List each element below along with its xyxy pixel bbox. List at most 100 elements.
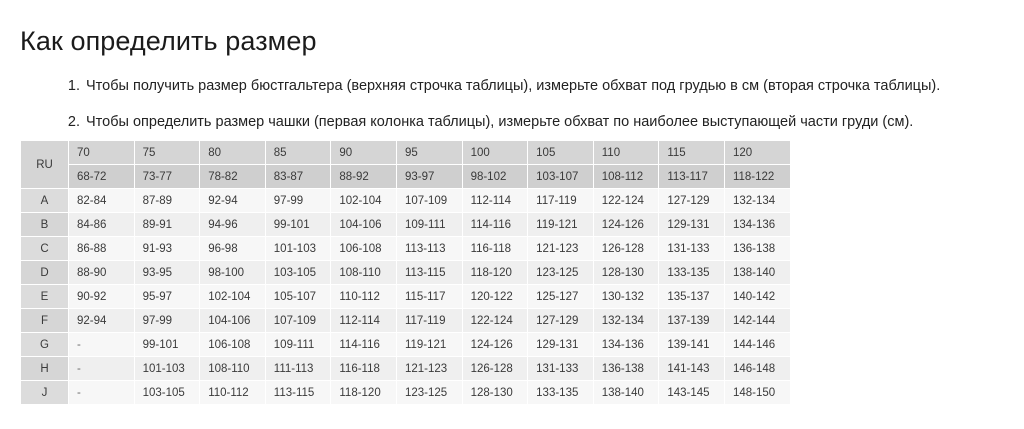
row-label-cup-size: C [20, 236, 69, 261]
table-cell-measurement: 142-144 [723, 308, 791, 333]
table-cell-measurement: 138-140 [723, 260, 791, 285]
page-title: Как определить размер [20, 26, 317, 57]
instruction-item: 2. Чтобы определить размер чашки (первая … [60, 112, 1024, 132]
table-cell-measurement: 121-123 [527, 236, 594, 261]
table-cell-measurement: 133-135 [527, 380, 594, 405]
table-cell-measurement: 94-96 [199, 212, 266, 237]
instruction-marker: 1. [67, 78, 80, 94]
header-underbust-range: 108-112 [592, 164, 660, 189]
table-cell-measurement: 93-95 [133, 260, 201, 285]
header-underbust-range: 88-92 [330, 164, 397, 189]
table-cell-measurement: 118-120 [330, 380, 397, 405]
table-cell-measurement: 114-116 [330, 332, 397, 357]
header-band-size: 85 [264, 140, 332, 165]
table-cell-measurement: 106-108 [330, 236, 397, 261]
table-cell-measurement: 92-94 [68, 308, 135, 333]
table-cell-measurement: 138-140 [592, 380, 660, 405]
table-cell-measurement: 88-90 [68, 260, 135, 285]
row-label-cup-size: G [20, 332, 69, 357]
table-row: B 84-86 89-91 94-96 99-101 104-106 109-111 114-… [20, 212, 791, 237]
instruction-item: 1. Чтобы получить размер бюстгальтера (ве… [60, 76, 1024, 96]
header-underbust-range: 98-102 [461, 164, 529, 189]
table-cell-measurement: 127-129 [658, 188, 725, 213]
table-cell-measurement: 90-92 [68, 284, 135, 309]
table-cell-measurement: 134-136 [723, 212, 791, 237]
table-cell-measurement: 98-100 [199, 260, 266, 285]
header-underbust-range: 118-122 [723, 164, 791, 189]
table-cell-measurement: 127-129 [527, 308, 594, 333]
table-cell-measurement: 104-106 [330, 212, 397, 237]
table-cell-measurement: - [68, 356, 135, 381]
table-cell-measurement: 113-113 [395, 236, 463, 261]
table-cell-measurement: 108-110 [199, 356, 266, 381]
table-cell-measurement: 117-119 [395, 308, 463, 333]
header-underbust-range: 68-72 [68, 164, 135, 189]
table-cell-measurement: 108-110 [330, 260, 397, 285]
table-cell-measurement: 117-119 [527, 188, 594, 213]
row-label-cup-size: J [20, 380, 69, 405]
table-row: J -103-105 110-112 113-115 118-120 123-125 128… [20, 380, 791, 405]
size-table: RU 70 75 80 85 90 95 100 105 110 115 120 68-72 73-7… [20, 140, 791, 405]
table-cell-measurement: 105-107 [264, 284, 332, 309]
table-cell-measurement: 124-126 [592, 212, 660, 237]
table-cell-measurement: 143-145 [658, 380, 725, 405]
table-cell-measurement: 120-122 [461, 284, 529, 309]
table-cell-measurement: 113-115 [395, 260, 463, 285]
table-cell-measurement: 96-98 [199, 236, 266, 261]
instruction-marker: 2. [67, 114, 80, 130]
table-cell-measurement: - [68, 332, 135, 357]
table-cell-measurement: 107-109 [395, 188, 463, 213]
table-cell-measurement: 136-138 [723, 236, 791, 261]
table-cell-measurement: 122-124 [461, 308, 529, 333]
table-cell-measurement: 140-142 [723, 284, 791, 309]
table-cell-measurement: 128-130 [461, 380, 529, 405]
size-table-container: RU 70 75 80 85 90 95 100 105 110 115 120 68-72 73-7… [20, 140, 791, 405]
table-cell-measurement: 115-117 [395, 284, 463, 309]
table-cell-measurement: 103-105 [264, 260, 332, 285]
header-band-size: 80 [199, 140, 266, 165]
table-cell-measurement: 126-128 [592, 236, 660, 261]
table-cell-measurement: 106-108 [199, 332, 266, 357]
table-cell-measurement: 133-135 [658, 260, 725, 285]
table-row: A 82-84 87-89 92-94 97-99 102-104 107-109 112-1… [20, 188, 791, 213]
table-cell-measurement: 110-112 [330, 284, 397, 309]
table-corner-ru-label: RU [20, 140, 69, 189]
row-label-cup-size: E [20, 284, 69, 309]
table-cell-measurement: 109-111 [395, 212, 463, 237]
header-underbust-range: 83-87 [264, 164, 332, 189]
table-cell-measurement: 97-99 [264, 188, 332, 213]
instruction-text: Чтобы получить размер бюстгальтера (верх… [86, 78, 941, 94]
table-cell-measurement: 103-105 [133, 380, 201, 405]
table-row: F 92-94 97-99 104-106 107-109 112-114 117-119 1… [20, 308, 791, 333]
table-cell-measurement: 113-115 [264, 380, 332, 405]
header-band-size: 90 [330, 140, 397, 165]
table-cell-measurement: 141-143 [658, 356, 725, 381]
header-band-size: 70 [68, 140, 135, 165]
table-cell-measurement: 125-127 [527, 284, 594, 309]
table-cell-measurement: 119-121 [395, 332, 463, 357]
table-cell-measurement: 122-124 [592, 188, 660, 213]
header-underbust-range: 113-117 [658, 164, 725, 189]
header-row-band-sizes: RU 70 75 80 85 90 95 100 105 110 115 120 [20, 140, 791, 189]
table-cell-measurement: 132-134 [723, 188, 791, 213]
instruction-list: 1. Чтобы получить размер бюстгальтера (ве… [20, 76, 1024, 148]
header-underbust-range: 93-97 [395, 164, 463, 189]
row-label-cup-size: B [20, 212, 69, 237]
table-cell-measurement: 87-89 [133, 188, 201, 213]
table-cell-measurement: 102-104 [199, 284, 266, 309]
table-cell-measurement: 130-132 [592, 284, 660, 309]
table-cell-measurement: 116-118 [461, 236, 529, 261]
table-cell-measurement: 109-111 [264, 332, 332, 357]
table-cell-measurement: 136-138 [592, 356, 660, 381]
table-row: H -101-103 108-110 111-113 116-118 121-123 126… [20, 356, 791, 381]
table-cell-measurement: 132-134 [592, 308, 660, 333]
table-cell-measurement: 131-133 [658, 236, 725, 261]
size-table-body: A 82-84 87-89 92-94 97-99 102-104 107-109 112-1… [20, 188, 791, 405]
table-cell-measurement: 95-97 [133, 284, 201, 309]
table-cell-measurement: 110-112 [199, 380, 266, 405]
header-row-underbust-ranges: 68-72 73-77 78-82 83-87 88-92 93-97 98-102 103-… [21, 164, 791, 189]
table-cell-measurement: 119-121 [527, 212, 594, 237]
table-cell-measurement: 97-99 [133, 308, 201, 333]
header-band-size: 110 [592, 140, 660, 165]
table-cell-measurement: 84-86 [68, 212, 135, 237]
